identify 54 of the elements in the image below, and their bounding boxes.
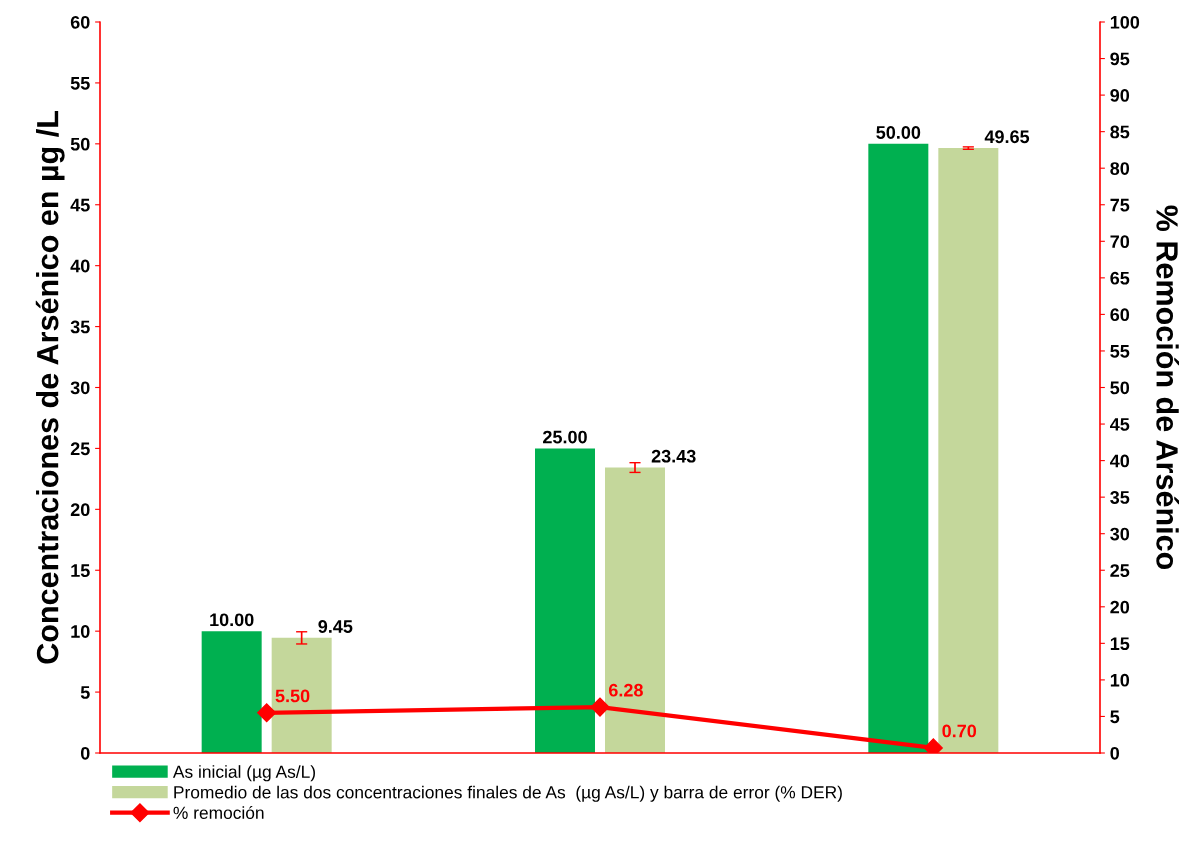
bar [271,637,332,753]
y2-tick-label: 25 [1110,564,1130,577]
legend-label: % remoción [173,806,264,819]
data-label: 49.65 [984,130,1030,144]
y2-tick-label: 20 [1110,600,1130,614]
y-tick-label: 15 [71,564,90,577]
y-tick-label: 55 [70,77,90,90]
y2-tick-label: 45 [1110,418,1130,431]
legend-label: As inicial (µg As/L) [172,765,315,782]
legend-label: Promedio de las dos concentraciones finales de As (µg As/L) y barra de error (% DER) [174,785,842,802]
y-tick-label: 50 [70,137,90,151]
y-axis-title: Concentraciones de Arsénico en µg /L [35,111,65,664]
bar [201,631,262,753]
y2-tick-label: 55 [1110,345,1130,358]
y2-tick-label: 95 [1110,52,1130,66]
y2-tick-label: 90 [1110,89,1130,102]
data-label: 50.00 [876,126,921,139]
y-tick-label: 5 [80,686,90,699]
y2-tick-label: 5 [1110,710,1120,724]
bar [868,143,929,753]
y2-tick-label: 35 [1110,491,1130,504]
bar [535,448,595,753]
y2-tick-label: 65 [1110,271,1130,285]
y2-tick-label: 60 [1110,308,1130,322]
data-label: 10.00 [210,613,254,627]
bar [605,467,665,753]
y2-tick-label: 40 [1110,454,1130,468]
y2-tick-label: 85 [1110,125,1130,139]
data-label: 9.45 [318,620,353,633]
y2-tick-label: 80 [1110,162,1130,175]
data-label: 6.28 [608,683,643,697]
y-tick-label: 40 [70,259,90,273]
y-tick-label: 25 [70,442,90,456]
y-tick-label: 60 [70,15,90,29]
y2-axis-title: % Remoción de Arsénico [1156,205,1179,570]
data-label: 5.50 [275,689,310,703]
y2-tick-label: 70 [1110,235,1130,249]
data-label: 0.70 [942,724,977,738]
y2-tick-label: 30 [1110,527,1130,541]
y-tick-label: 0 [80,746,90,760]
data-label: 25.00 [543,430,587,444]
data-label: 23.43 [651,449,696,463]
y2-tick-label: 0 [1110,746,1120,760]
y2-tick-label: 50 [1110,381,1130,395]
y2-tick-label: 10 [1110,673,1130,687]
y-tick-label: 20 [70,503,90,517]
y2-tick-label: 100 [1110,15,1140,29]
y-tick-label: 30 [70,381,90,395]
y-tick-label: 45 [70,198,90,212]
y2-tick-label: 75 [1110,198,1130,212]
y2-tick-label: 15 [1110,637,1130,651]
y-tick-label: 10 [71,625,90,638]
y-tick-label: 35 [70,320,90,334]
bar [938,148,999,753]
